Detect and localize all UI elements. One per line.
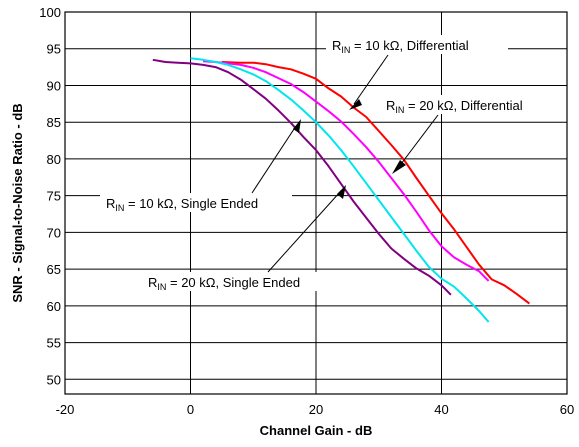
x-tick-label: 0 <box>187 402 194 417</box>
y-tick-label: 70 <box>47 225 61 240</box>
y-tick-label: 55 <box>47 336 61 351</box>
y-tick-label: 90 <box>47 78 61 93</box>
y-tick-labels: 50 55 60 65 70 75 80 85 90 95 100 <box>39 5 61 387</box>
arrow-head <box>293 119 301 133</box>
annotation-text: RIN = 20 kΩ, Single Ended <box>148 275 300 292</box>
leader-line <box>267 191 341 273</box>
annotation-box <box>142 272 344 291</box>
y-tick-label: 60 <box>47 299 61 314</box>
leader-line <box>397 114 439 169</box>
series-line-rin10-diff <box>221 61 531 305</box>
annotation-box <box>100 193 292 212</box>
y-tick-label: 80 <box>47 152 61 167</box>
annotation-rin10-se: RIN = 10 kΩ, Single Ended <box>100 119 301 213</box>
leader-line <box>251 125 297 194</box>
y-tick-label: 85 <box>47 115 61 130</box>
annotation-text: RIN = 10 kΩ, Single Ended <box>106 196 258 213</box>
series-line-rin20-diff <box>203 60 490 282</box>
x-axis-title: Channel Gain - dB <box>260 423 373 438</box>
arrow-head <box>337 185 346 199</box>
y-tick-label: 50 <box>47 372 61 387</box>
leader-line <box>353 54 389 105</box>
x-tick-label: 60 <box>560 402 574 417</box>
y-tick-label: 100 <box>39 5 61 20</box>
annotation-text: RIN = 20 kΩ, Differential <box>386 98 523 115</box>
series-group <box>152 57 531 323</box>
annotation-rin10-diff: RIN = 10 kΩ, Differential <box>326 35 508 110</box>
annotation-rin20-diff: RIN = 20 kΩ, Differential <box>380 95 558 174</box>
series-line-rin20-se <box>152 58 452 296</box>
series-line-rin10-se <box>190 57 490 323</box>
arrow-head <box>392 160 406 174</box>
arrow-head <box>349 99 362 110</box>
x-tick-label: 20 <box>309 402 323 417</box>
annotation-box <box>326 35 508 54</box>
x-tick-labels: -20 0 20 40 60 <box>56 402 575 417</box>
annotation-text: RIN = 10 kΩ, Differential <box>332 38 469 55</box>
y-tick-label: 65 <box>47 262 61 277</box>
x-tick-label: -20 <box>56 402 75 417</box>
y-tick-label: 75 <box>47 189 61 204</box>
annotation-box <box>380 95 558 114</box>
annotation-rin20-se: RIN = 20 kΩ, Single Ended <box>142 185 346 292</box>
y-axis-title: SNR - Signal-to-Noise Ratio - dB <box>10 103 25 302</box>
y-tick-label: 95 <box>47 42 61 57</box>
x-tick-label: 40 <box>434 402 448 417</box>
